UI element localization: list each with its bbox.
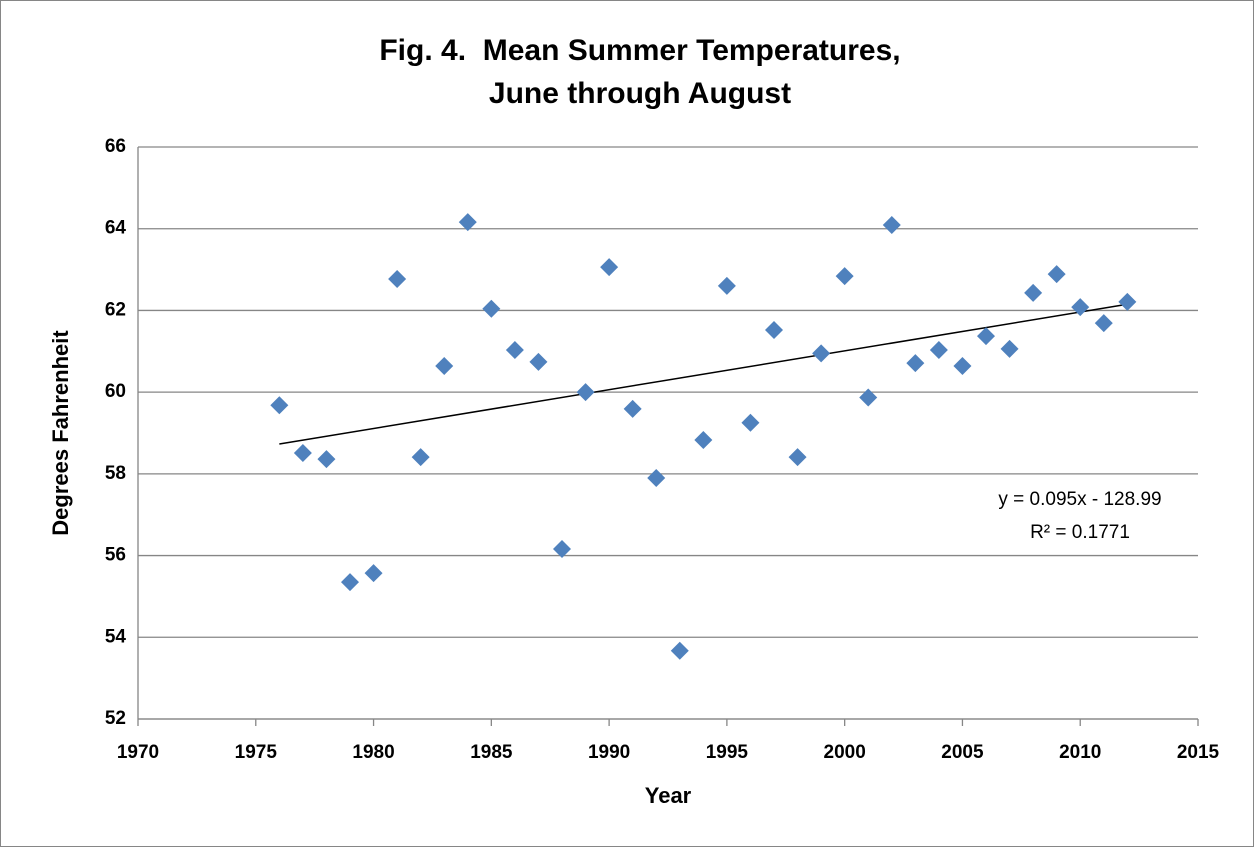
y-axis-label: Degrees Fahrenheit [48,330,73,536]
point [435,356,454,375]
point [835,267,854,286]
x-tick-label: 1975 [235,742,278,763]
point [623,399,642,418]
point [953,356,972,375]
point [812,344,831,363]
point [977,327,995,346]
point [1047,265,1066,284]
point [482,299,501,318]
chart-title: Fig. 4. Mean Summer Temperatures, [379,34,900,67]
x-tick-label: 2010 [1059,742,1101,763]
x-tick-label: 1980 [352,742,394,763]
point [788,448,807,467]
point [1024,283,1043,302]
point [293,444,312,463]
point [600,258,619,277]
x-tick-label: 1995 [706,742,749,763]
y-tick-label: 56 [105,545,126,566]
point [364,564,383,583]
trendline-equation: y = 0.095x - 128.99 [998,489,1161,510]
x-tick-label: 1990 [588,742,630,763]
point [765,321,783,340]
x-tick-label: 2005 [941,742,984,763]
x-tick-label: 1970 [117,742,159,763]
point [741,413,760,432]
y-tick-label: 64 [105,218,127,239]
x-tick-label: 1985 [470,742,513,763]
y-tick-label: 54 [105,626,127,647]
point [859,388,878,407]
y-tick-label: 62 [105,299,126,320]
x-axis-label: Year [645,783,692,808]
y-tick-label: 52 [105,708,126,729]
point [1071,298,1090,317]
point [317,450,336,469]
y-tick-label: 60 [105,381,126,402]
point [882,216,901,235]
point [270,396,289,415]
point [341,573,359,592]
point [388,269,407,288]
point [576,383,595,402]
point [411,448,430,467]
point [505,341,524,360]
point [670,641,689,660]
x-tick-label: 2015 [1177,742,1220,763]
y-tick-label: 58 [105,463,126,484]
point [694,430,713,449]
point [929,341,948,360]
x-tick-label: 2000 [824,742,866,763]
point [458,213,477,232]
point [1094,314,1113,333]
point [553,540,571,559]
point [717,276,736,295]
r-squared: R² = 0.1771 [1030,522,1130,543]
point [529,352,548,371]
point [1000,339,1019,358]
y-tick-label: 66 [105,136,126,157]
chart-title: June through August [489,77,791,110]
point [906,354,925,373]
point [1118,292,1137,311]
point [647,468,666,487]
